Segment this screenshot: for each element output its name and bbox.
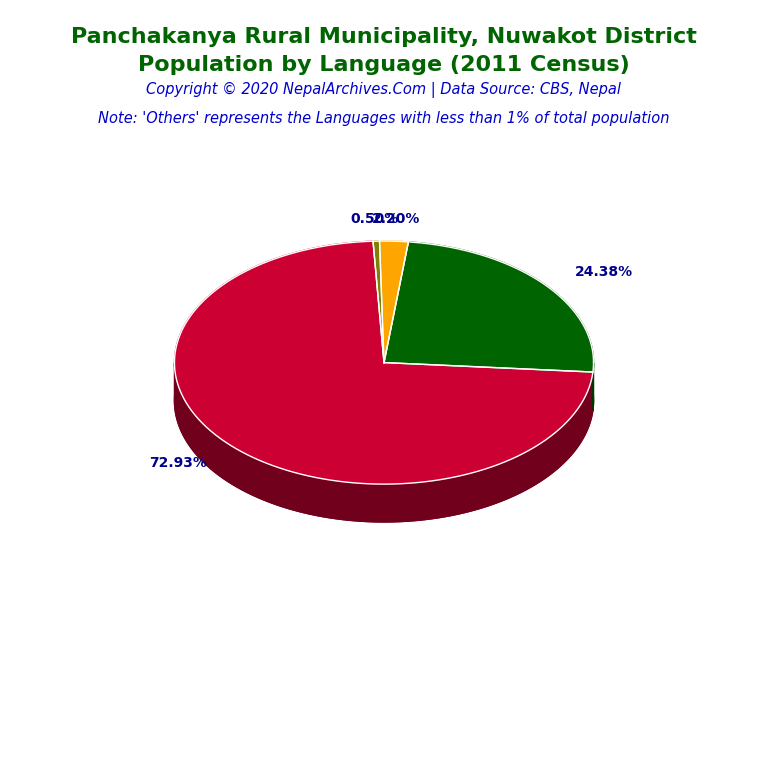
Polygon shape bbox=[384, 280, 594, 410]
Text: Copyright © 2020 NepalArchives.Com | Data Source: CBS, Nepal: Copyright © 2020 NepalArchives.Com | Dat… bbox=[147, 82, 621, 98]
Polygon shape bbox=[379, 241, 409, 362]
Polygon shape bbox=[379, 279, 409, 400]
Text: 2.20%: 2.20% bbox=[372, 212, 420, 227]
Text: 72.93%: 72.93% bbox=[149, 455, 207, 470]
Text: Population by Language (2011 Census): Population by Language (2011 Census) bbox=[138, 55, 630, 75]
Text: 0.50%: 0.50% bbox=[351, 212, 399, 227]
Polygon shape bbox=[174, 279, 593, 522]
Polygon shape bbox=[384, 242, 594, 372]
Polygon shape bbox=[174, 241, 593, 484]
Text: 24.38%: 24.38% bbox=[575, 264, 633, 279]
Polygon shape bbox=[373, 279, 384, 400]
Polygon shape bbox=[174, 363, 593, 522]
Text: Note: 'Others' represents the Languages with less than 1% of total population: Note: 'Others' represents the Languages … bbox=[98, 111, 670, 126]
Polygon shape bbox=[373, 241, 384, 362]
Text: Panchakanya Rural Municipality, Nuwakot District: Panchakanya Rural Municipality, Nuwakot … bbox=[71, 27, 697, 47]
